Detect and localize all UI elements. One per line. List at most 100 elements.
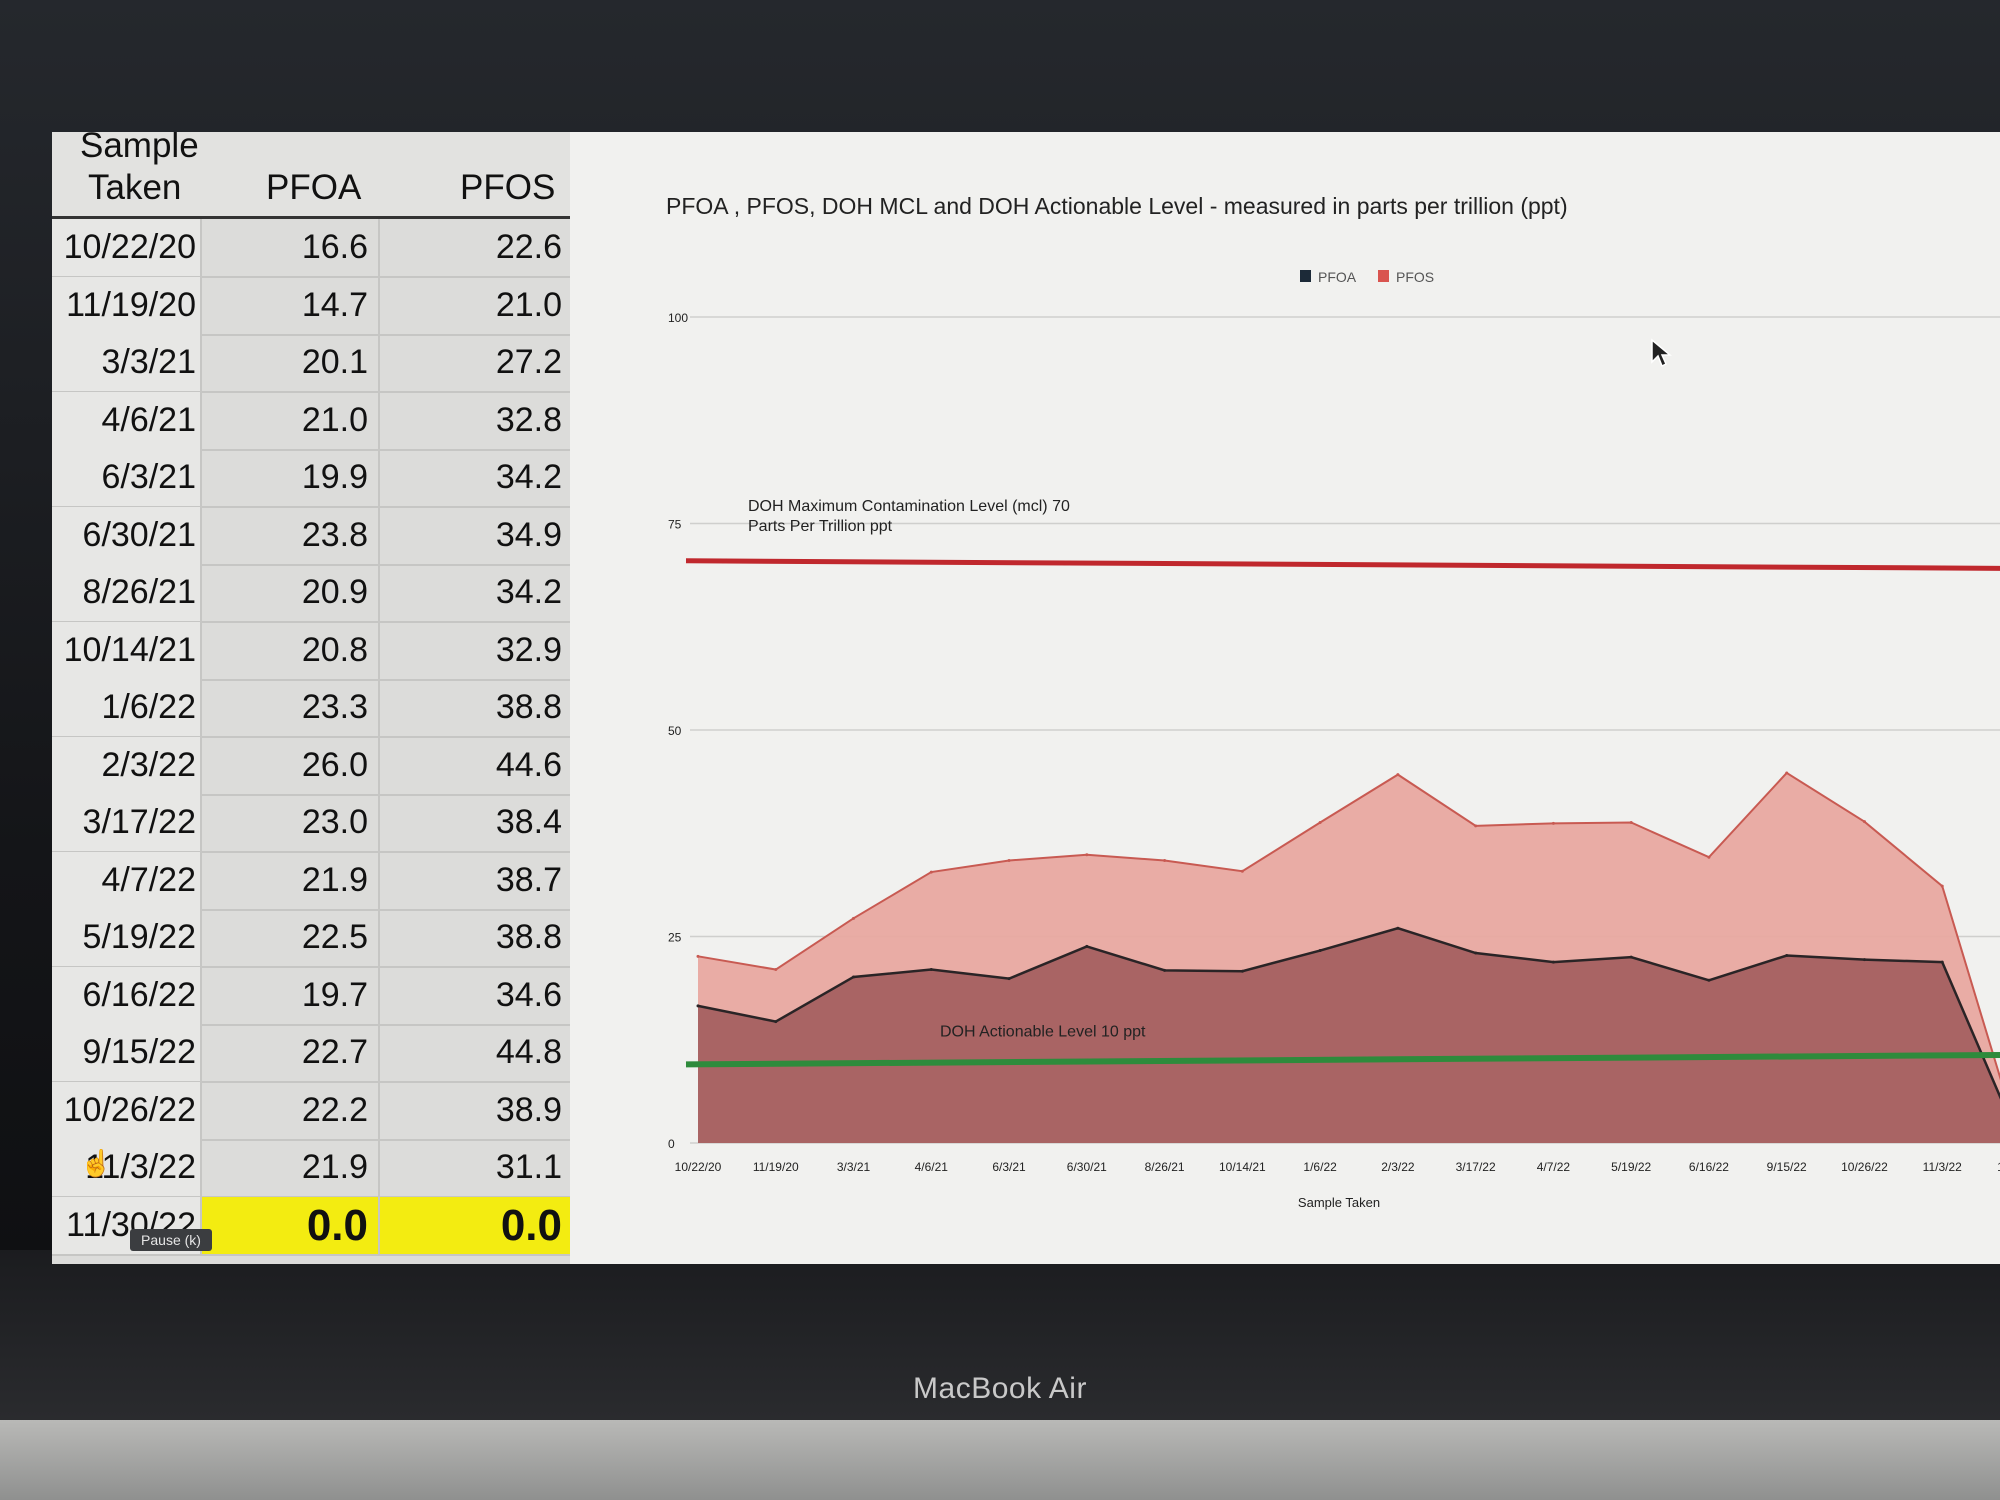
legend-swatch-pfoa [1300, 270, 1311, 282]
area-chart: PFOA , PFOS, DOH MCL and DOH Actionable … [570, 132, 2000, 1264]
x-tick-label: 4/6/21 [915, 1160, 949, 1174]
point-pfos [1707, 856, 1710, 859]
point-pfoa [1630, 956, 1633, 959]
table-row: 11/3/22 21.9 31.1 [52, 1139, 570, 1198]
cell-date: 10/22/20 [52, 219, 202, 276]
table-row: 6/16/22 19.7 34.6 [52, 967, 570, 1026]
cell-pfos: 38.9 [380, 1082, 570, 1139]
cell-pfos: 0.0 [380, 1197, 570, 1254]
pause-tooltip: Pause (k) [130, 1229, 212, 1251]
legend-label-pfos: PFOS [1396, 269, 1434, 285]
cell-pfoa: 21.9 [202, 852, 380, 909]
cell-pfoa: 20.9 [202, 564, 380, 621]
table-header: Sample Taken PFOA PFOS [52, 132, 570, 219]
cell-pfoa: 22.7 [202, 1024, 380, 1081]
cell-date: 9/15/22 [52, 1024, 202, 1081]
cell-pfoa: 14.7 [202, 277, 380, 334]
cell-pfos: 34.2 [380, 564, 570, 621]
point-pfos [1863, 820, 1866, 823]
table-row: 1/6/22 23.3 38.8 [52, 679, 570, 738]
actionable-label: DOH Actionable Level 10 ppt [940, 1023, 1146, 1040]
point-pfoa [1396, 927, 1399, 930]
screen: Sample Taken PFOA PFOS 10/22/20 16.6 22.6 1… [52, 132, 2000, 1264]
cell-pfoa: 20.1 [202, 334, 380, 391]
legend-swatch-pfos [1378, 270, 1389, 282]
cell-pfoa: 21.0 [202, 392, 380, 449]
cell-pfos: 34.6 [380, 967, 570, 1024]
table-row: 10/14/21 20.8 32.9 [52, 622, 570, 681]
cell-pfos: 27.2 [380, 334, 570, 391]
cell-pfoa: 16.6 [202, 219, 380, 276]
point-pfoa [1241, 970, 1244, 973]
x-tick-label: 3/3/21 [837, 1160, 871, 1174]
cell-date: 6/3/21 [52, 449, 202, 506]
y-tick-label: 25 [668, 931, 682, 945]
point-pfos [1241, 870, 1244, 873]
point-pfos [1630, 821, 1633, 824]
cell-pfos: 32.8 [380, 392, 570, 449]
point-pfos [1085, 853, 1088, 856]
cell-date: 3/17/22 [52, 794, 202, 851]
table-row: 2/3/22 26.0 44.6 [52, 737, 570, 796]
point-pfos [1163, 859, 1166, 862]
point-pfos [1552, 822, 1555, 825]
header-sample-line2: Taken [88, 168, 181, 208]
point-pfos [774, 968, 777, 971]
cell-pfoa: 23.3 [202, 679, 380, 736]
x-tick-label: 2/3/22 [1381, 1160, 1415, 1174]
point-pfos [1008, 859, 1011, 862]
point-pfos [1396, 773, 1399, 776]
cell-date: 5/19/22 [52, 909, 202, 966]
table-row: 8/26/21 20.9 34.2 [52, 564, 570, 623]
cell-date: 8/26/21 [52, 564, 202, 621]
cell-date: 6/16/22 [52, 967, 202, 1024]
cell-date: 11/19/20 [52, 277, 202, 334]
point-pfoa [1163, 969, 1166, 972]
point-pfoa [1552, 961, 1555, 964]
x-tick-label: 4/7/22 [1537, 1160, 1571, 1174]
point-pfos [930, 871, 933, 874]
cell-date: 11/3/22 [52, 1139, 202, 1196]
legend-label-pfoa: PFOA [1318, 269, 1357, 285]
point-pfos [852, 917, 855, 920]
x-tick-label: 1/6/22 [1303, 1160, 1337, 1174]
cell-pfos: 32.9 [380, 622, 570, 679]
table-row: 4/6/21 21.0 32.8 [52, 392, 570, 451]
point-pfoa [1474, 952, 1477, 955]
cell-pfoa: 19.7 [202, 967, 380, 1024]
x-tick-label: 11/3/22 [1923, 1160, 1962, 1174]
cell-pfos: 21.0 [380, 277, 570, 334]
table-row: 6/3/21 19.9 34.2 [52, 449, 570, 508]
table-row: 3/3/21 20.1 27.2 [52, 334, 570, 393]
x-tick-label: 3/17/22 [1456, 1160, 1496, 1174]
header-pfoa: PFOA [266, 168, 361, 208]
table-row: 4/7/22 21.9 38.7 [52, 852, 570, 911]
cell-pfos: 44.6 [380, 737, 570, 794]
x-tick-label: 5/19/22 [1611, 1160, 1651, 1174]
cell-date: 10/14/21 [52, 622, 202, 679]
point-pfoa [1707, 979, 1710, 982]
cell-pfoa: 22.2 [202, 1082, 380, 1139]
cell-pfoa: 19.9 [202, 449, 380, 506]
x-tick-label: 6/16/22 [1689, 1160, 1729, 1174]
cell-date: 4/6/21 [52, 392, 202, 449]
cell-date: 4/7/22 [52, 852, 202, 909]
point-pfos [1474, 824, 1477, 827]
table-row: 10/22/20 16.6 22.6 [52, 219, 570, 278]
cell-pfoa: 20.8 [202, 622, 380, 679]
table-row: 10/26/22 22.2 38.9 [52, 1082, 570, 1141]
mcl-reference-line [686, 561, 2000, 569]
x-tick-label: 11/19/20 [753, 1160, 799, 1174]
table-row: 6/30/21 23.8 34.9 [52, 507, 570, 566]
cell-date: 10/26/22 [52, 1082, 202, 1139]
cell-pfos: 34.2 [380, 449, 570, 506]
cell-pfos: 31.1 [380, 1139, 570, 1196]
cell-pfos: 34.9 [380, 507, 570, 564]
point-pfoa [1863, 958, 1866, 961]
point-pfos [697, 955, 700, 958]
laptop-base [0, 1420, 2000, 1500]
point-pfoa [1008, 977, 1011, 980]
x-tick-label: 10/14/21 [1219, 1160, 1266, 1174]
header-sample-line1: Sample [80, 132, 199, 166]
point-pfoa [697, 1004, 700, 1007]
